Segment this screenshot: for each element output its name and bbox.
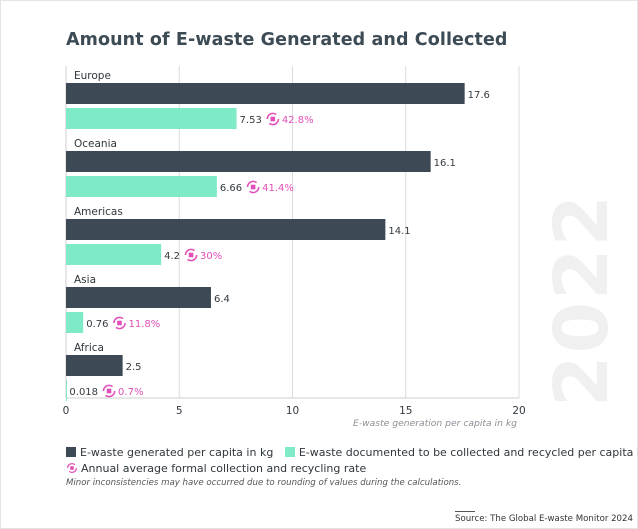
recycle-rate-icon (184, 248, 198, 262)
source-divider (455, 511, 475, 512)
collection-rate-label: 41.4% (262, 183, 294, 194)
collection-rate-label: 30% (200, 251, 222, 262)
data-label-collected: 7.53 (240, 115, 262, 126)
x-tick-label: 0 (63, 405, 70, 417)
collection-rate-label: 11.8% (128, 319, 160, 330)
bar-generated (66, 219, 386, 240)
recycle-center (270, 116, 276, 122)
x-axis-title: E-waste generation per capita in kg (353, 418, 517, 429)
legend-item-generated: E-waste generated per capita in kg (66, 446, 273, 459)
legend-row-1: E-waste generated per capita in kg E-was… (66, 446, 638, 459)
rounding-note: Minor inconsistencies may have occurred … (66, 478, 462, 488)
category-label: Asia (74, 274, 96, 286)
recycle-arrow (113, 316, 126, 330)
legend-swatch-generated (66, 447, 76, 457)
recycle-rate-icon (102, 384, 116, 398)
data-label-collected: 6.66 (220, 183, 242, 194)
recycle-center (106, 388, 112, 394)
legend-item-collected: E-waste documented to be collected and r… (284, 446, 638, 459)
recycle-arrow (102, 384, 116, 398)
bar-collected (66, 244, 162, 265)
category-label: Oceania (74, 138, 117, 150)
data-label-generated: 17.6 (468, 90, 490, 101)
legend-label-collected: E-waste documented to be collected and r… (298, 446, 638, 459)
category-label: Americas (74, 206, 123, 218)
recycle-arrow (266, 112, 280, 126)
x-tick-label: 15 (399, 405, 412, 417)
bar-generated (66, 83, 465, 104)
bar-collected (66, 176, 217, 197)
recycle-center (117, 320, 122, 326)
collection-rate-label: 42.8% (282, 115, 314, 126)
legend-label-generated: E-waste generated per capita in kg (80, 446, 274, 459)
chart-title: Amount of E-waste Generated and Collecte… (66, 30, 508, 50)
data-label-generated: 14.1 (388, 226, 410, 237)
x-tick-label: 10 (286, 405, 299, 417)
recycle-center (250, 184, 256, 190)
data-label-generated: 16.1 (434, 158, 456, 169)
recycle-rate-icon (266, 112, 280, 126)
data-label-generated: 2.5 (126, 362, 142, 373)
recycle-arrow (184, 248, 198, 262)
legend-row-2: Annual average formal collection and rec… (66, 462, 366, 475)
legend-label-rate: Annual average formal collection and rec… (81, 462, 367, 475)
data-label-collected: 0.76 (86, 319, 108, 330)
bar-generated (66, 355, 123, 376)
bar-generated (66, 151, 431, 172)
source-text: Source: The Global E-waste Monitor 2024 (455, 514, 633, 524)
data-label-collected: 0.018 (69, 387, 98, 398)
recycle-center (188, 252, 194, 258)
category-label: Africa (74, 342, 104, 354)
bar-generated (66, 287, 211, 308)
data-label-collected: 4.2 (164, 251, 180, 262)
collection-rate-label: 0.7% (118, 387, 143, 398)
recycle-arrow (246, 180, 260, 194)
data-label-generated: 6.4 (214, 294, 230, 305)
recycle-rate-icon (246, 180, 260, 194)
bar-collected (66, 312, 84, 333)
bar-collected (66, 108, 237, 129)
legend-swatch-collected (284, 447, 295, 457)
recycle-rate-icon (66, 462, 78, 474)
bar-collected (66, 380, 67, 401)
recycle-rate-icon (113, 316, 126, 330)
x-tick-label: 5 (176, 405, 183, 417)
category-label: Europe (74, 70, 111, 82)
x-tick-label: 20 (512, 405, 525, 417)
